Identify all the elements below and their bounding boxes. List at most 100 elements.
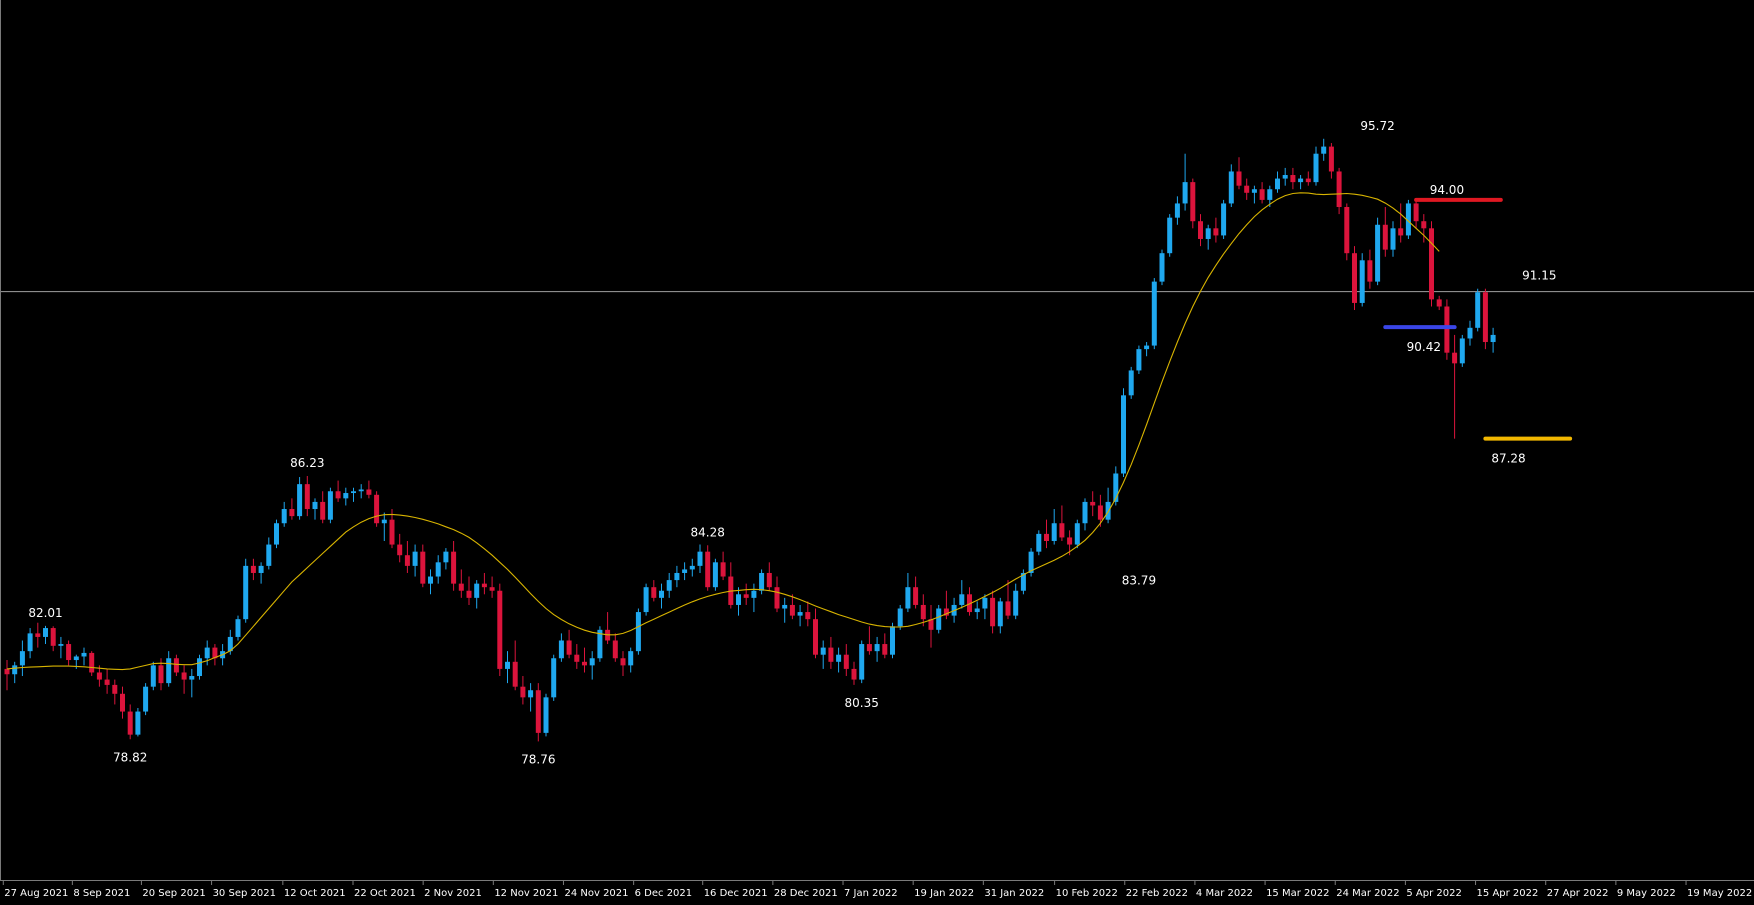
candle-body[interactable] xyxy=(143,686,149,712)
candle-body[interactable] xyxy=(181,672,187,680)
candle-body[interactable] xyxy=(866,644,872,652)
candle-body[interactable] xyxy=(582,661,587,666)
candle-body[interactable] xyxy=(489,587,495,591)
candle-body[interactable] xyxy=(574,654,580,662)
candle-body[interactable] xyxy=(451,551,457,584)
candle-body[interactable] xyxy=(1390,228,1396,250)
candle-body[interactable] xyxy=(551,658,557,698)
candle-body[interactable] xyxy=(135,711,141,735)
candle-body[interactable] xyxy=(1090,501,1096,506)
candle-body[interactable] xyxy=(743,594,749,598)
candle-body[interactable] xyxy=(389,519,395,545)
candle-body[interactable] xyxy=(643,587,649,613)
candle-body[interactable] xyxy=(358,489,364,492)
candle-body[interactable] xyxy=(1128,370,1134,396)
candle-body[interactable] xyxy=(381,519,387,524)
candle-body[interactable] xyxy=(1036,533,1042,552)
candle-body[interactable] xyxy=(1190,182,1196,222)
candle-body[interactable] xyxy=(150,665,156,687)
candle-body[interactable] xyxy=(782,604,788,609)
candle-body[interactable] xyxy=(943,608,949,616)
candle-body[interactable] xyxy=(736,594,741,605)
candle-body[interactable] xyxy=(274,523,279,545)
candle-body[interactable] xyxy=(1259,189,1265,200)
candle-body[interactable] xyxy=(990,597,996,627)
candle-body[interactable] xyxy=(335,491,341,499)
candle-body[interactable] xyxy=(1313,153,1319,183)
candle-body[interactable] xyxy=(1251,189,1257,193)
candle-body[interactable] xyxy=(913,587,919,605)
candle-body[interactable] xyxy=(697,551,703,566)
candle-body[interactable] xyxy=(104,679,110,685)
candle-body[interactable] xyxy=(1298,178,1304,183)
candle-body[interactable] xyxy=(1144,345,1150,350)
candle-body[interactable] xyxy=(620,658,626,666)
candle-body[interactable] xyxy=(859,644,865,680)
candle-body[interactable] xyxy=(1097,505,1103,520)
candle-body[interactable] xyxy=(43,628,48,637)
candle-body[interactable] xyxy=(1275,178,1280,190)
candle-body[interactable] xyxy=(1375,224,1381,282)
candle-body[interactable] xyxy=(50,628,56,646)
candle-body[interactable] xyxy=(505,661,510,669)
candle-body[interactable] xyxy=(343,493,349,499)
candle-body[interactable] xyxy=(1413,203,1419,222)
candle-body[interactable] xyxy=(127,711,133,735)
candle-body[interactable] xyxy=(920,604,926,620)
candle-body[interactable] xyxy=(1382,224,1388,250)
candle-body[interactable] xyxy=(1467,327,1473,339)
candle-body[interactable] xyxy=(1490,334,1496,343)
candle-body[interactable] xyxy=(120,693,125,712)
candle-body[interactable] xyxy=(435,562,441,577)
candle-body[interactable] xyxy=(712,562,718,588)
candle-body[interactable] xyxy=(797,612,803,616)
candle-body[interactable] xyxy=(689,565,695,570)
candle-body[interactable] xyxy=(774,587,780,609)
candle-body[interactable] xyxy=(428,576,433,584)
candle-body[interactable] xyxy=(1367,260,1373,282)
candle-body[interactable] xyxy=(351,491,356,494)
candle-body[interactable] xyxy=(1336,171,1342,207)
candle-body[interactable] xyxy=(589,658,595,666)
candle-body[interactable] xyxy=(1213,228,1219,236)
candle-body[interactable] xyxy=(258,565,264,573)
candle-body[interactable] xyxy=(890,626,895,655)
candle-body[interactable] xyxy=(836,654,842,662)
candle-body[interactable] xyxy=(528,690,534,698)
candle-body[interactable] xyxy=(1059,523,1065,538)
candle-body[interactable] xyxy=(312,501,318,510)
candle-body[interactable] xyxy=(612,640,618,659)
candle-body[interactable] xyxy=(905,587,911,609)
candle-body[interactable] xyxy=(173,658,179,673)
candle-body[interactable] xyxy=(635,612,641,652)
candle-body[interactable] xyxy=(266,544,272,566)
candle-body[interactable] xyxy=(1405,203,1411,236)
candle-body[interactable] xyxy=(1005,601,1011,616)
candle-body[interactable] xyxy=(1082,501,1088,524)
candle-body[interactable] xyxy=(466,590,472,598)
candle-body[interactable] xyxy=(566,640,572,655)
candle-body[interactable] xyxy=(1113,473,1119,502)
candle-body[interactable] xyxy=(304,484,310,510)
candle-body[interactable] xyxy=(235,619,241,637)
candle-body[interactable] xyxy=(974,608,980,613)
candle-body[interactable] xyxy=(936,608,942,630)
candle-body[interactable] xyxy=(543,697,549,733)
candle-body[interactable] xyxy=(1328,146,1334,172)
candle-body[interactable] xyxy=(828,647,834,662)
candle-body[interactable] xyxy=(1344,207,1350,254)
candle-body[interactable] xyxy=(1436,299,1442,307)
candle-body[interactable] xyxy=(1452,352,1458,364)
candle-body[interactable] xyxy=(1482,292,1488,343)
candle-body[interactable] xyxy=(58,644,64,646)
candle-body[interactable] xyxy=(366,489,372,495)
candle-body[interactable] xyxy=(805,612,811,620)
candle-body[interactable] xyxy=(558,640,564,659)
candle-body[interactable] xyxy=(204,647,210,659)
candle-body[interactable] xyxy=(297,484,303,517)
candle-body[interactable] xyxy=(374,494,380,524)
candle-body[interactable] xyxy=(1444,306,1450,353)
candle-body[interactable] xyxy=(628,651,634,666)
